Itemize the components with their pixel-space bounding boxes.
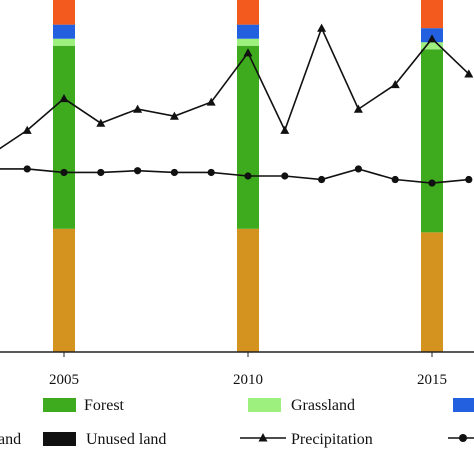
point-triangle-2010 <box>243 48 253 57</box>
point-circle-2010 <box>244 172 252 180</box>
legend-precipitation-label: Precipitation <box>291 431 373 448</box>
bar-2015-cultivated-land <box>421 232 443 352</box>
lines-group <box>0 23 474 187</box>
point-circle-2014 <box>391 175 399 184</box>
bar-2010-cultivated-land <box>237 228 259 352</box>
legend-precipitation-marker <box>258 433 268 442</box>
point-triangle-2004 <box>22 125 32 134</box>
point-circle-2007 <box>134 167 142 175</box>
point-circle-2011 <box>281 172 289 180</box>
line-series-series-1 <box>0 168 469 184</box>
point-circle-2008 <box>170 168 178 177</box>
bar-2015-forest <box>421 49 443 233</box>
legend-partial-label: and <box>0 431 21 448</box>
point-triangle-2005 <box>59 94 69 103</box>
point-circle-2005 <box>60 168 68 177</box>
legend-grassland-swatch <box>248 398 281 412</box>
legend-unused-land-swatch <box>43 432 76 446</box>
legend-forest-swatch <box>43 398 76 412</box>
x-ticks-group: 2005 2010 2015 <box>49 352 447 388</box>
point-triangle-2016 <box>464 69 474 78</box>
x-tick-label-2015: 2015 <box>417 372 447 388</box>
bar-2010-forest <box>237 45 259 229</box>
legend-grassland-label: Grassland <box>291 397 355 414</box>
point-circle-2006 <box>97 168 105 177</box>
bar-2010-construction-land <box>237 0 259 25</box>
point-circle-2016 <box>465 175 473 184</box>
bar-2005-cultivated-land <box>53 228 75 352</box>
bar-2005-water <box>53 24 75 39</box>
bar-2005-construction-land <box>53 0 75 25</box>
bar-2005-forest <box>53 45 75 229</box>
point-triangle-2014 <box>390 79 400 89</box>
point-triangle-2009 <box>206 97 216 106</box>
point-circle-2015 <box>428 179 436 187</box>
x-tick-label-2010: 2010 <box>233 372 263 388</box>
legend-unused-land-label: Unused land <box>86 431 166 448</box>
legend-circle-marker <box>459 434 467 442</box>
point-triangle-2007 <box>133 104 143 113</box>
point-triangle-2013 <box>353 104 363 113</box>
bar-2005-grassland <box>53 38 75 46</box>
bar-2010-grassland <box>237 38 259 46</box>
point-triangle-2008 <box>169 111 179 120</box>
bar-2015-grassland <box>421 42 443 50</box>
line-series-precipitation <box>0 26 470 150</box>
point-triangle-2012 <box>317 23 327 32</box>
legend: Forest Grassland and Unused land Precipitati… <box>0 397 474 448</box>
bars-group <box>53 0 443 352</box>
bar-2010-water <box>237 24 259 39</box>
legend-water-swatch <box>453 398 474 412</box>
point-triangle-2011 <box>280 125 290 134</box>
point-circle-2004 <box>23 165 31 173</box>
point-triangle-2015 <box>427 34 437 43</box>
point-circle-2013 <box>354 165 362 173</box>
point-circle-2012 <box>318 175 326 184</box>
legend-forest-label: Forest <box>84 397 125 414</box>
point-triangle-2006 <box>96 118 106 127</box>
bar-2015-construction-land <box>421 0 443 29</box>
point-circle-2009 <box>207 168 215 177</box>
x-tick-label-2005: 2005 <box>49 372 79 388</box>
